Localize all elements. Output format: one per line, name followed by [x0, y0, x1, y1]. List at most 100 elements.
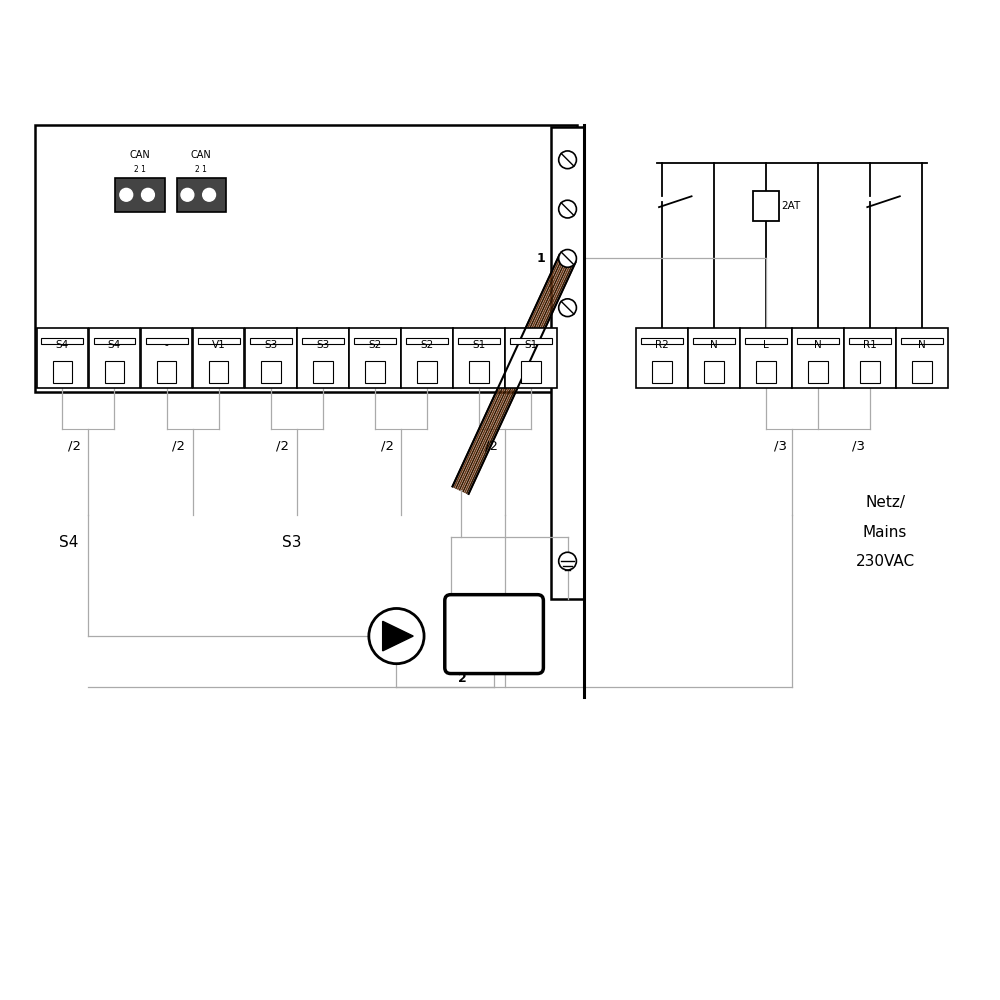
Text: N: N — [918, 340, 926, 350]
Text: L: L — [763, 340, 769, 350]
Circle shape — [120, 188, 133, 201]
Bar — [745, 338, 787, 344]
Bar — [896, 328, 948, 388]
Bar — [808, 361, 828, 383]
FancyBboxPatch shape — [445, 595, 543, 674]
Text: S3: S3 — [282, 535, 302, 550]
Bar — [349, 328, 401, 388]
Text: Mains: Mains — [863, 525, 907, 540]
Bar — [792, 328, 844, 388]
Bar — [41, 338, 83, 344]
Text: R2: R2 — [655, 340, 669, 350]
Text: S2: S2 — [368, 340, 381, 350]
Bar — [313, 361, 333, 383]
Text: N: N — [814, 340, 822, 350]
Text: S4: S4 — [108, 340, 121, 350]
Bar — [636, 328, 688, 388]
Circle shape — [559, 299, 576, 317]
Text: 230VAC: 230VAC — [855, 554, 915, 569]
Bar — [94, 338, 135, 344]
Bar — [641, 338, 683, 344]
Text: /2: /2 — [381, 439, 394, 452]
Circle shape — [559, 552, 576, 570]
Bar — [198, 338, 240, 344]
Bar — [35, 125, 577, 392]
Bar — [297, 328, 349, 388]
Text: /3: /3 — [852, 439, 865, 452]
Bar — [115, 178, 165, 212]
Text: /2: /2 — [68, 439, 81, 452]
Bar — [740, 328, 792, 388]
Circle shape — [369, 608, 424, 664]
Text: Netz/: Netz/ — [865, 495, 905, 510]
Bar — [53, 361, 72, 383]
Text: /2: /2 — [172, 439, 185, 452]
Circle shape — [559, 151, 576, 169]
Bar — [245, 328, 297, 388]
Bar — [844, 328, 896, 388]
Bar — [354, 338, 396, 344]
Bar — [652, 361, 672, 383]
Text: S1: S1 — [472, 340, 486, 350]
Text: /2: /2 — [485, 439, 498, 452]
Bar — [141, 328, 192, 388]
Text: S4: S4 — [56, 340, 69, 350]
Bar — [912, 361, 932, 383]
Text: 2: 2 — [458, 672, 467, 685]
Bar — [521, 361, 541, 383]
Circle shape — [142, 188, 154, 201]
Bar — [89, 328, 140, 388]
Bar — [458, 338, 500, 344]
Bar — [469, 361, 489, 383]
Bar — [797, 338, 839, 344]
Bar — [688, 328, 740, 388]
Bar — [860, 361, 880, 383]
Text: CAN: CAN — [191, 150, 212, 160]
Text: 2 1: 2 1 — [195, 165, 207, 174]
Bar — [365, 361, 385, 383]
Text: V1: V1 — [212, 340, 225, 350]
Polygon shape — [383, 621, 413, 651]
Bar — [505, 328, 557, 388]
Text: /2: /2 — [276, 439, 289, 452]
Text: 2AT: 2AT — [781, 201, 800, 211]
Bar — [177, 178, 226, 212]
Bar — [401, 328, 453, 388]
Circle shape — [559, 250, 576, 267]
Text: CAN: CAN — [130, 150, 150, 160]
Text: R1: R1 — [863, 340, 877, 350]
Bar — [250, 338, 292, 344]
Bar — [302, 338, 344, 344]
Bar — [193, 328, 244, 388]
Bar — [704, 361, 724, 383]
Bar — [157, 361, 176, 383]
Bar — [551, 127, 584, 599]
Bar — [406, 338, 448, 344]
Bar — [453, 328, 505, 388]
Text: S3: S3 — [264, 340, 277, 350]
Text: S3: S3 — [316, 340, 329, 350]
Text: 2 1: 2 1 — [134, 165, 146, 174]
Bar — [753, 191, 779, 221]
Text: 1: 1 — [537, 252, 545, 265]
Bar — [693, 338, 735, 344]
Circle shape — [181, 188, 194, 201]
Text: -: - — [165, 340, 168, 350]
Text: S4: S4 — [59, 535, 78, 550]
Bar — [261, 361, 281, 383]
Text: S2: S2 — [420, 340, 434, 350]
Bar — [209, 361, 228, 383]
Text: /3: /3 — [774, 439, 787, 452]
Circle shape — [203, 188, 216, 201]
Bar — [37, 328, 88, 388]
Text: N: N — [710, 340, 718, 350]
Text: S1: S1 — [524, 340, 538, 350]
Bar — [901, 338, 943, 344]
Circle shape — [559, 200, 576, 218]
Bar — [849, 338, 891, 344]
Bar — [510, 338, 552, 344]
Bar — [756, 361, 776, 383]
Bar — [146, 338, 188, 344]
Bar — [105, 361, 124, 383]
Bar — [417, 361, 437, 383]
